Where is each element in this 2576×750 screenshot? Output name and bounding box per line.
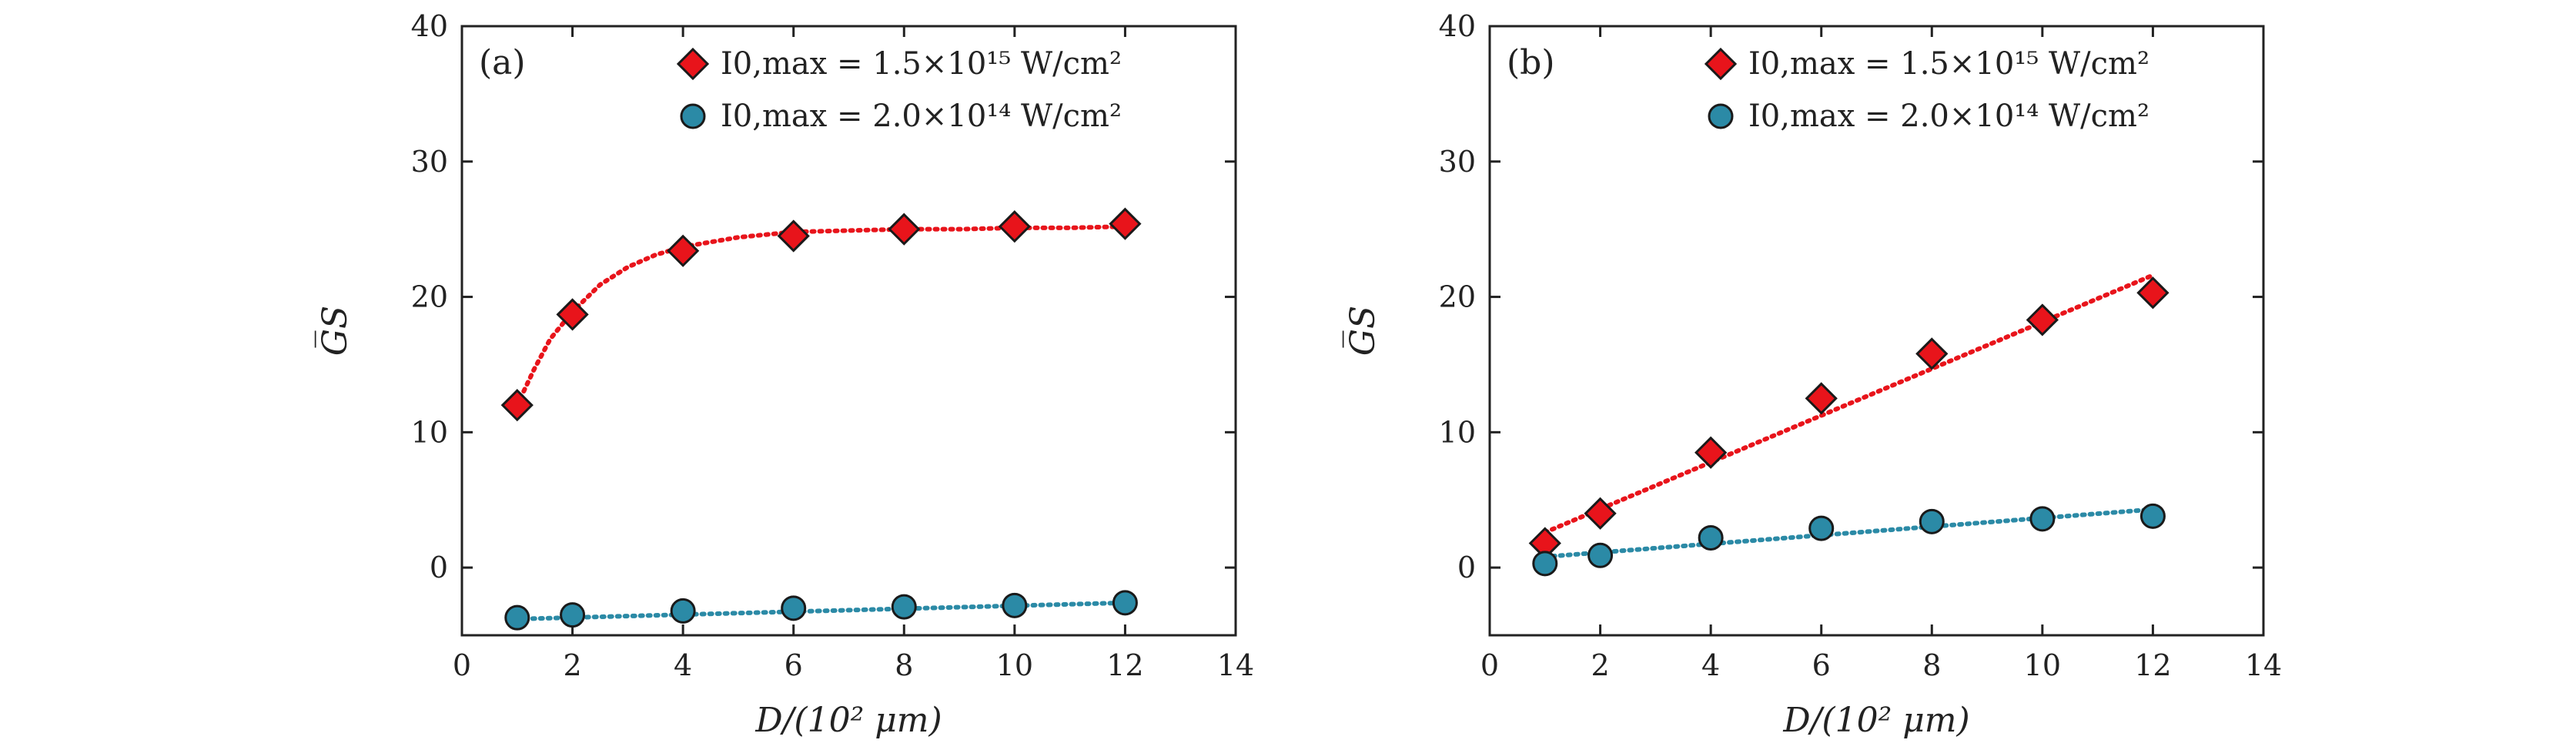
y-tick-label: 10 [411, 415, 448, 449]
y-tick-label: 20 [1439, 280, 1476, 314]
data-point-diamond [1704, 47, 1738, 81]
data-point-circle [680, 103, 706, 129]
x-tick-label: 10 [2024, 648, 2061, 682]
x-tick-label: 2 [563, 648, 581, 682]
legend: I0,max = 1.5×10¹⁵ W/cm² I0,max = 2.0×10¹… [676, 46, 1122, 134]
y-tick-label: 20 [411, 280, 448, 314]
x-axis-title: D/(10² μm) [1782, 701, 1969, 740]
data-point-diamond [2026, 303, 2059, 336]
data-point-diamond [1915, 337, 1949, 370]
y-tick-label: 40 [1439, 9, 1476, 43]
data-point-circle [504, 604, 530, 631]
legend-item: I0,max = 1.5×10¹⁵ W/cm² [676, 46, 1122, 82]
x-axis-title: D/(10² μm) [754, 701, 942, 740]
data-point-diamond [998, 210, 1031, 243]
chart-panel-b: 0 2 4 6 8 10 12 14 0 10 20 30 40 (b) I0,max = 1.5×10… [1342, 9, 2282, 740]
data-markers [500, 207, 1142, 631]
axis-ticks: 0 2 4 6 8 10 12 14 0 10 20 30 40 [1439, 9, 2283, 682]
x-tick-label: 10 [996, 648, 1033, 682]
plot-frame [1488, 25, 2265, 637]
data-point-diamond [500, 389, 534, 422]
legend-item: I0,max = 1.5×10¹⁵ W/cm² [1704, 46, 2149, 82]
data-point-circle [891, 594, 917, 620]
legend-marker-circle [1708, 103, 1734, 129]
x-tick-label: 12 [1106, 648, 1143, 682]
legend-label: I0,max = 1.5×10¹⁵ W/cm² [1748, 46, 2149, 82]
y-tick-label: 30 [411, 145, 448, 179]
data-point-circle [1112, 590, 1138, 616]
y-tick-label: 0 [1457, 551, 1476, 584]
axis-ticks: 0 2 4 6 8 10 12 14 0 10 20 30 40 [411, 9, 1255, 682]
x-tick-label: 14 [2245, 648, 2282, 682]
y-tick-label: 30 [1439, 145, 1476, 179]
y-axis-title: G̅S [1342, 306, 1383, 356]
x-tick-label: 12 [2134, 648, 2171, 682]
data-point-circle [2139, 503, 2166, 529]
legend-item: I0,max = 2.0×10¹⁴ W/cm² [1708, 99, 2149, 134]
x-tick-label: 0 [1480, 648, 1499, 682]
data-point-circle [1808, 515, 1835, 541]
data-point-circle [2029, 506, 2056, 532]
data-point-circle [781, 595, 807, 621]
data-point-diamond [1109, 207, 1142, 240]
x-tick-label: 0 [453, 648, 471, 682]
data-point-diamond [556, 298, 589, 331]
fit-line [514, 600, 1128, 621]
x-tick-label: 6 [1812, 648, 1831, 682]
fit-lines [514, 224, 1128, 621]
x-tick-label: 4 [1701, 648, 1720, 682]
data-point-diamond [1694, 436, 1728, 469]
legend-marker-circle [680, 103, 706, 129]
data-point-diamond [667, 234, 700, 267]
x-tick-label: 8 [1922, 648, 1941, 682]
data-point-diamond [676, 47, 710, 81]
legend: I0,max = 1.5×10¹⁵ W/cm² I0,max = 2.0×10¹… [1704, 46, 2149, 134]
panel-label: (a) [479, 43, 526, 82]
legend-marker-diamond [1704, 47, 1738, 81]
data-point-diamond [2136, 276, 2170, 310]
legend-label: I0,max = 2.0×10¹⁴ W/cm² [721, 99, 1122, 134]
data-point-circle [1002, 592, 1028, 618]
data-point-diamond [1805, 382, 1838, 415]
plot-frame [460, 25, 1237, 637]
data-point-circle [1708, 103, 1734, 129]
data-point-circle [1587, 542, 1614, 568]
data-point-circle [1532, 551, 1558, 577]
fit-line [1542, 507, 2156, 560]
y-tick-label: 0 [430, 551, 448, 584]
data-point-diamond [1584, 497, 1617, 530]
legend-label: I0,max = 1.5×10¹⁵ W/cm² [721, 46, 1122, 82]
legend-marker-diamond [676, 47, 710, 81]
legend-item: I0,max = 2.0×10¹⁴ W/cm² [680, 99, 1122, 134]
x-tick-label: 8 [895, 648, 913, 682]
data-point-circle [1698, 524, 1724, 551]
x-tick-label: 4 [674, 648, 692, 682]
y-axis-title: G̅S [314, 306, 355, 356]
chart-panel-a: 0 2 4 6 8 10 12 14 0 10 20 30 40 (a) I0,max = 1.5×10… [314, 9, 1254, 740]
x-tick-label: 14 [1217, 648, 1254, 682]
data-point-circle [1919, 508, 1945, 534]
fit-line [514, 224, 1128, 408]
data-point-diamond [888, 213, 921, 246]
x-tick-label: 6 [785, 648, 803, 682]
fit-line [1542, 273, 2156, 535]
fit-lines [1542, 273, 2156, 560]
y-tick-label: 10 [1439, 415, 1476, 449]
y-tick-label: 40 [411, 9, 448, 43]
panel-label: (b) [1507, 43, 1555, 82]
x-tick-label: 2 [1591, 648, 1609, 682]
data-markers [1528, 276, 2170, 577]
data-point-circle [670, 598, 696, 624]
legend-label: I0,max = 2.0×10¹⁴ W/cm² [1748, 99, 2149, 134]
data-point-circle [560, 602, 586, 628]
data-point-diamond [777, 219, 810, 253]
